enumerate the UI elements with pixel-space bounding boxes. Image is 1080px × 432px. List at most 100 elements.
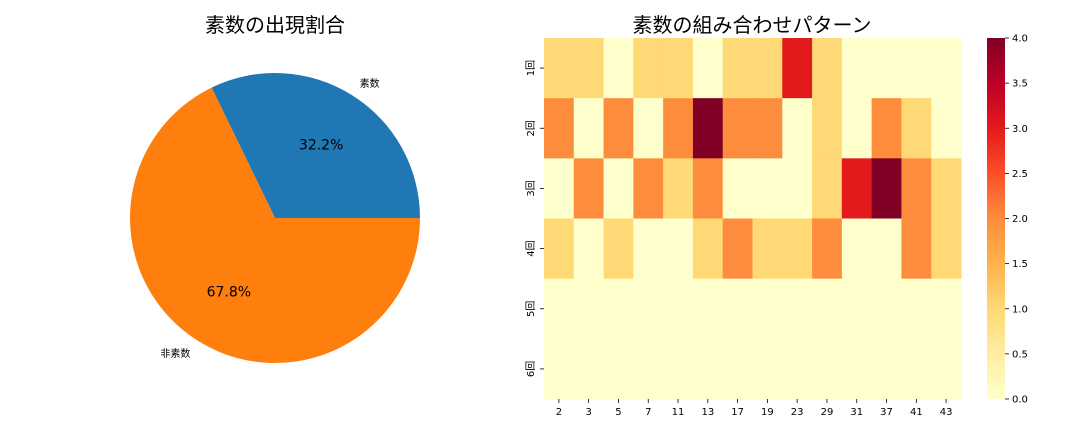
- heatmap-cell: [841, 278, 873, 340]
- pie-slice-0: [211, 73, 420, 218]
- y-tick-label: 2回: [525, 120, 537, 136]
- y-tick-label: 4回: [525, 240, 537, 256]
- x-tick-label: 3: [585, 407, 591, 418]
- heatmap-cell: [544, 218, 575, 280]
- heatmap-cell: [871, 38, 902, 99]
- heatmap-cell: [544, 338, 575, 400]
- heatmap-cell: [663, 158, 694, 219]
- x-tick-label: 7: [645, 407, 651, 418]
- heatmap-cell: [633, 278, 664, 340]
- heatmap-cell: [931, 38, 962, 99]
- heatmap-cell: [633, 158, 664, 219]
- x-tick-label: 19: [761, 407, 774, 418]
- heatmap-cell: [663, 218, 694, 280]
- pie-percent-1: 67.8%: [207, 285, 251, 301]
- x-tick-label: 5: [615, 407, 621, 418]
- heatmap-cell: [901, 98, 932, 159]
- heatmap-cell: [633, 338, 664, 400]
- heatmap-cell: [752, 338, 783, 400]
- heatmap-cell: [752, 38, 783, 99]
- heatmap-cell: [752, 98, 783, 159]
- heatmap-cell: [901, 338, 932, 400]
- x-tick-label: 17: [731, 407, 744, 418]
- heatmap-cell: [871, 98, 902, 159]
- heatmap-cell: [603, 218, 634, 280]
- heatmap-cell: [782, 98, 813, 159]
- heatmap-cell: [841, 218, 873, 280]
- heatmap-cell: [812, 38, 843, 99]
- colorbar-tick-label: 0.0: [1012, 395, 1028, 406]
- heatmap-cell: [752, 158, 783, 219]
- heatmap-cell: [544, 158, 575, 219]
- heatmap-cell: [633, 38, 664, 99]
- x-tick-label: 13: [701, 407, 714, 418]
- heatmap-cell: [663, 278, 694, 340]
- heatmap-cell: [573, 98, 605, 159]
- x-tick-label: 23: [791, 407, 804, 418]
- heatmap-cell: [931, 98, 962, 159]
- heatmap-cell: [692, 338, 724, 400]
- heatmap-cell: [573, 278, 605, 340]
- heatmap-cell: [782, 158, 813, 219]
- heatmap-cell: [871, 158, 902, 219]
- pie-chart: 素数の出現割合 素数 32.2% 非素数 67.8%: [129, 13, 420, 363]
- heatmap-cell: [871, 338, 902, 400]
- heatmap-cell: [603, 338, 634, 400]
- x-tick-label: 2: [556, 407, 562, 418]
- heatmap-cell: [692, 278, 724, 340]
- colorbar-tick-label: 1.5: [1012, 259, 1028, 270]
- x-tick-label: 41: [910, 407, 923, 418]
- heatmap-cell: [722, 158, 753, 219]
- heatmap-cell: [722, 278, 753, 340]
- x-tick-label: 11: [672, 407, 685, 418]
- heatmap-cell: [931, 218, 962, 280]
- y-tick-label: 1回: [525, 60, 537, 76]
- x-tick-label: 29: [821, 407, 834, 418]
- heatmap-cell: [841, 158, 873, 219]
- heatmap-cell: [603, 98, 634, 159]
- heatmap-cell: [841, 38, 873, 99]
- heatmap-chart: 素数の組み合わせパターン 2 3 5 7 11 13 17 19 23 29 31 37 41 43 1回…: [525, 13, 962, 418]
- heatmap-cell: [692, 98, 724, 159]
- heatmap-cell: [812, 98, 843, 159]
- heatmap-title: 素数の組み合わせパターン: [633, 13, 872, 37]
- heatmap-cell: [573, 218, 605, 280]
- heatmap-cell: [633, 98, 664, 159]
- heatmap-cell: [692, 38, 724, 99]
- colorbar-tick-label: 3.5: [1012, 79, 1028, 90]
- heatmap-cell: [782, 218, 813, 280]
- x-tick-label: 43: [940, 407, 953, 418]
- colorbar-tick-label: 2.5: [1012, 169, 1028, 180]
- colorbar-tick-label: 1.0: [1012, 304, 1028, 315]
- colorbar: 0.0 0.5 1.0 1.5 2.0 2.5 3.0 3.5 4.0: [987, 34, 1028, 406]
- heatmap-cell: [663, 98, 694, 159]
- heatmap-cell: [931, 158, 962, 219]
- heatmap-cell: [573, 38, 605, 99]
- x-tick-label: 37: [880, 407, 893, 418]
- heatmap-cell: [901, 218, 932, 280]
- y-tick-label: 6回: [525, 361, 537, 377]
- heatmap-cell: [752, 278, 783, 340]
- heatmap-cell: [782, 338, 813, 400]
- colorbar-tick-label: 4.0: [1012, 34, 1028, 45]
- heatmap-cell: [573, 338, 605, 400]
- heatmap-cell: [841, 338, 873, 400]
- y-tick-label: 3回: [525, 180, 537, 196]
- heatmap-cell: [782, 38, 813, 99]
- heatmap-cell: [901, 278, 932, 340]
- heatmap-cell: [752, 218, 783, 280]
- heatmap-cell: [871, 218, 902, 280]
- heatmap-cell: [544, 98, 575, 159]
- heatmap-cell: [722, 38, 753, 99]
- heatmap-cell: [603, 38, 634, 99]
- pie-title: 素数の出現割合: [205, 13, 345, 37]
- heatmap-cell: [931, 338, 962, 400]
- heatmap-cell: [544, 278, 575, 340]
- pie-label-1: 非素数: [160, 347, 190, 360]
- heatmap-cell: [931, 278, 962, 340]
- heatmap-cell: [663, 338, 694, 400]
- heatmap-cell: [812, 218, 843, 280]
- heatmap-cell: [782, 278, 813, 340]
- colorbar-tick-label: 0.5: [1012, 349, 1028, 360]
